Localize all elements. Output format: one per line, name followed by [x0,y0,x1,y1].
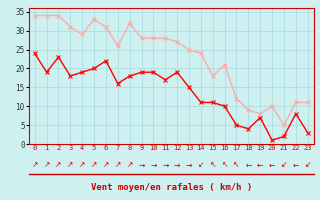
Text: ←: ← [269,160,275,170]
Text: →: → [174,160,180,170]
Text: Vent moyen/en rafales ( km/h ): Vent moyen/en rafales ( km/h ) [91,183,252,192]
Text: ↖: ↖ [210,160,216,170]
Text: ↗: ↗ [55,160,62,170]
Text: ↙: ↙ [304,160,311,170]
Text: →: → [186,160,192,170]
Text: ↗: ↗ [103,160,109,170]
Text: ←: ← [257,160,263,170]
Text: ↗: ↗ [32,160,38,170]
Text: →: → [138,160,145,170]
Text: ↗: ↗ [44,160,50,170]
Text: →: → [162,160,168,170]
Text: ↙: ↙ [198,160,204,170]
Text: ↖: ↖ [221,160,228,170]
Text: ←: ← [245,160,252,170]
Text: ↗: ↗ [67,160,74,170]
Text: ↗: ↗ [126,160,133,170]
Text: ↙: ↙ [281,160,287,170]
Text: ↖: ↖ [233,160,240,170]
Text: →: → [150,160,156,170]
Text: ←: ← [292,160,299,170]
Text: ↗: ↗ [79,160,85,170]
Text: ↗: ↗ [91,160,97,170]
Text: ↗: ↗ [115,160,121,170]
